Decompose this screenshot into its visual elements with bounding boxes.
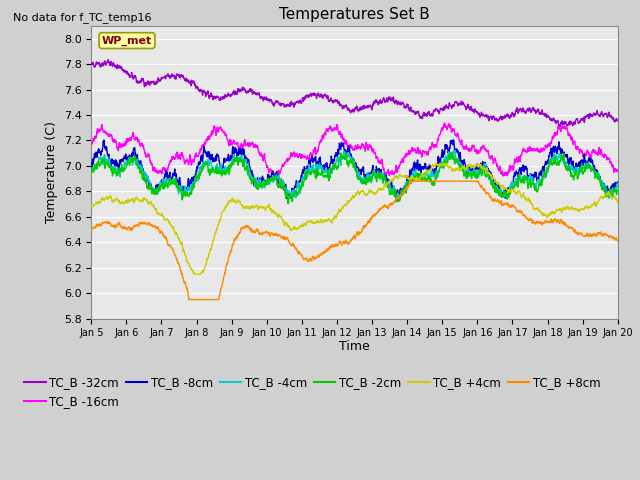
Legend: TC_B -32cm, TC_B -16cm, TC_B -8cm, TC_B -4cm, TC_B -2cm, TC_B +4cm, TC_B +8cm: TC_B -32cm, TC_B -16cm, TC_B -8cm, TC_B … <box>20 372 605 413</box>
Y-axis label: Temperature (C): Temperature (C) <box>45 121 58 223</box>
X-axis label: Time: Time <box>339 340 370 353</box>
Text: No data for f_TC_temp16: No data for f_TC_temp16 <box>13 12 151 23</box>
Text: WP_met: WP_met <box>102 36 152 46</box>
Title: Temperatures Set B: Temperatures Set B <box>279 7 430 22</box>
